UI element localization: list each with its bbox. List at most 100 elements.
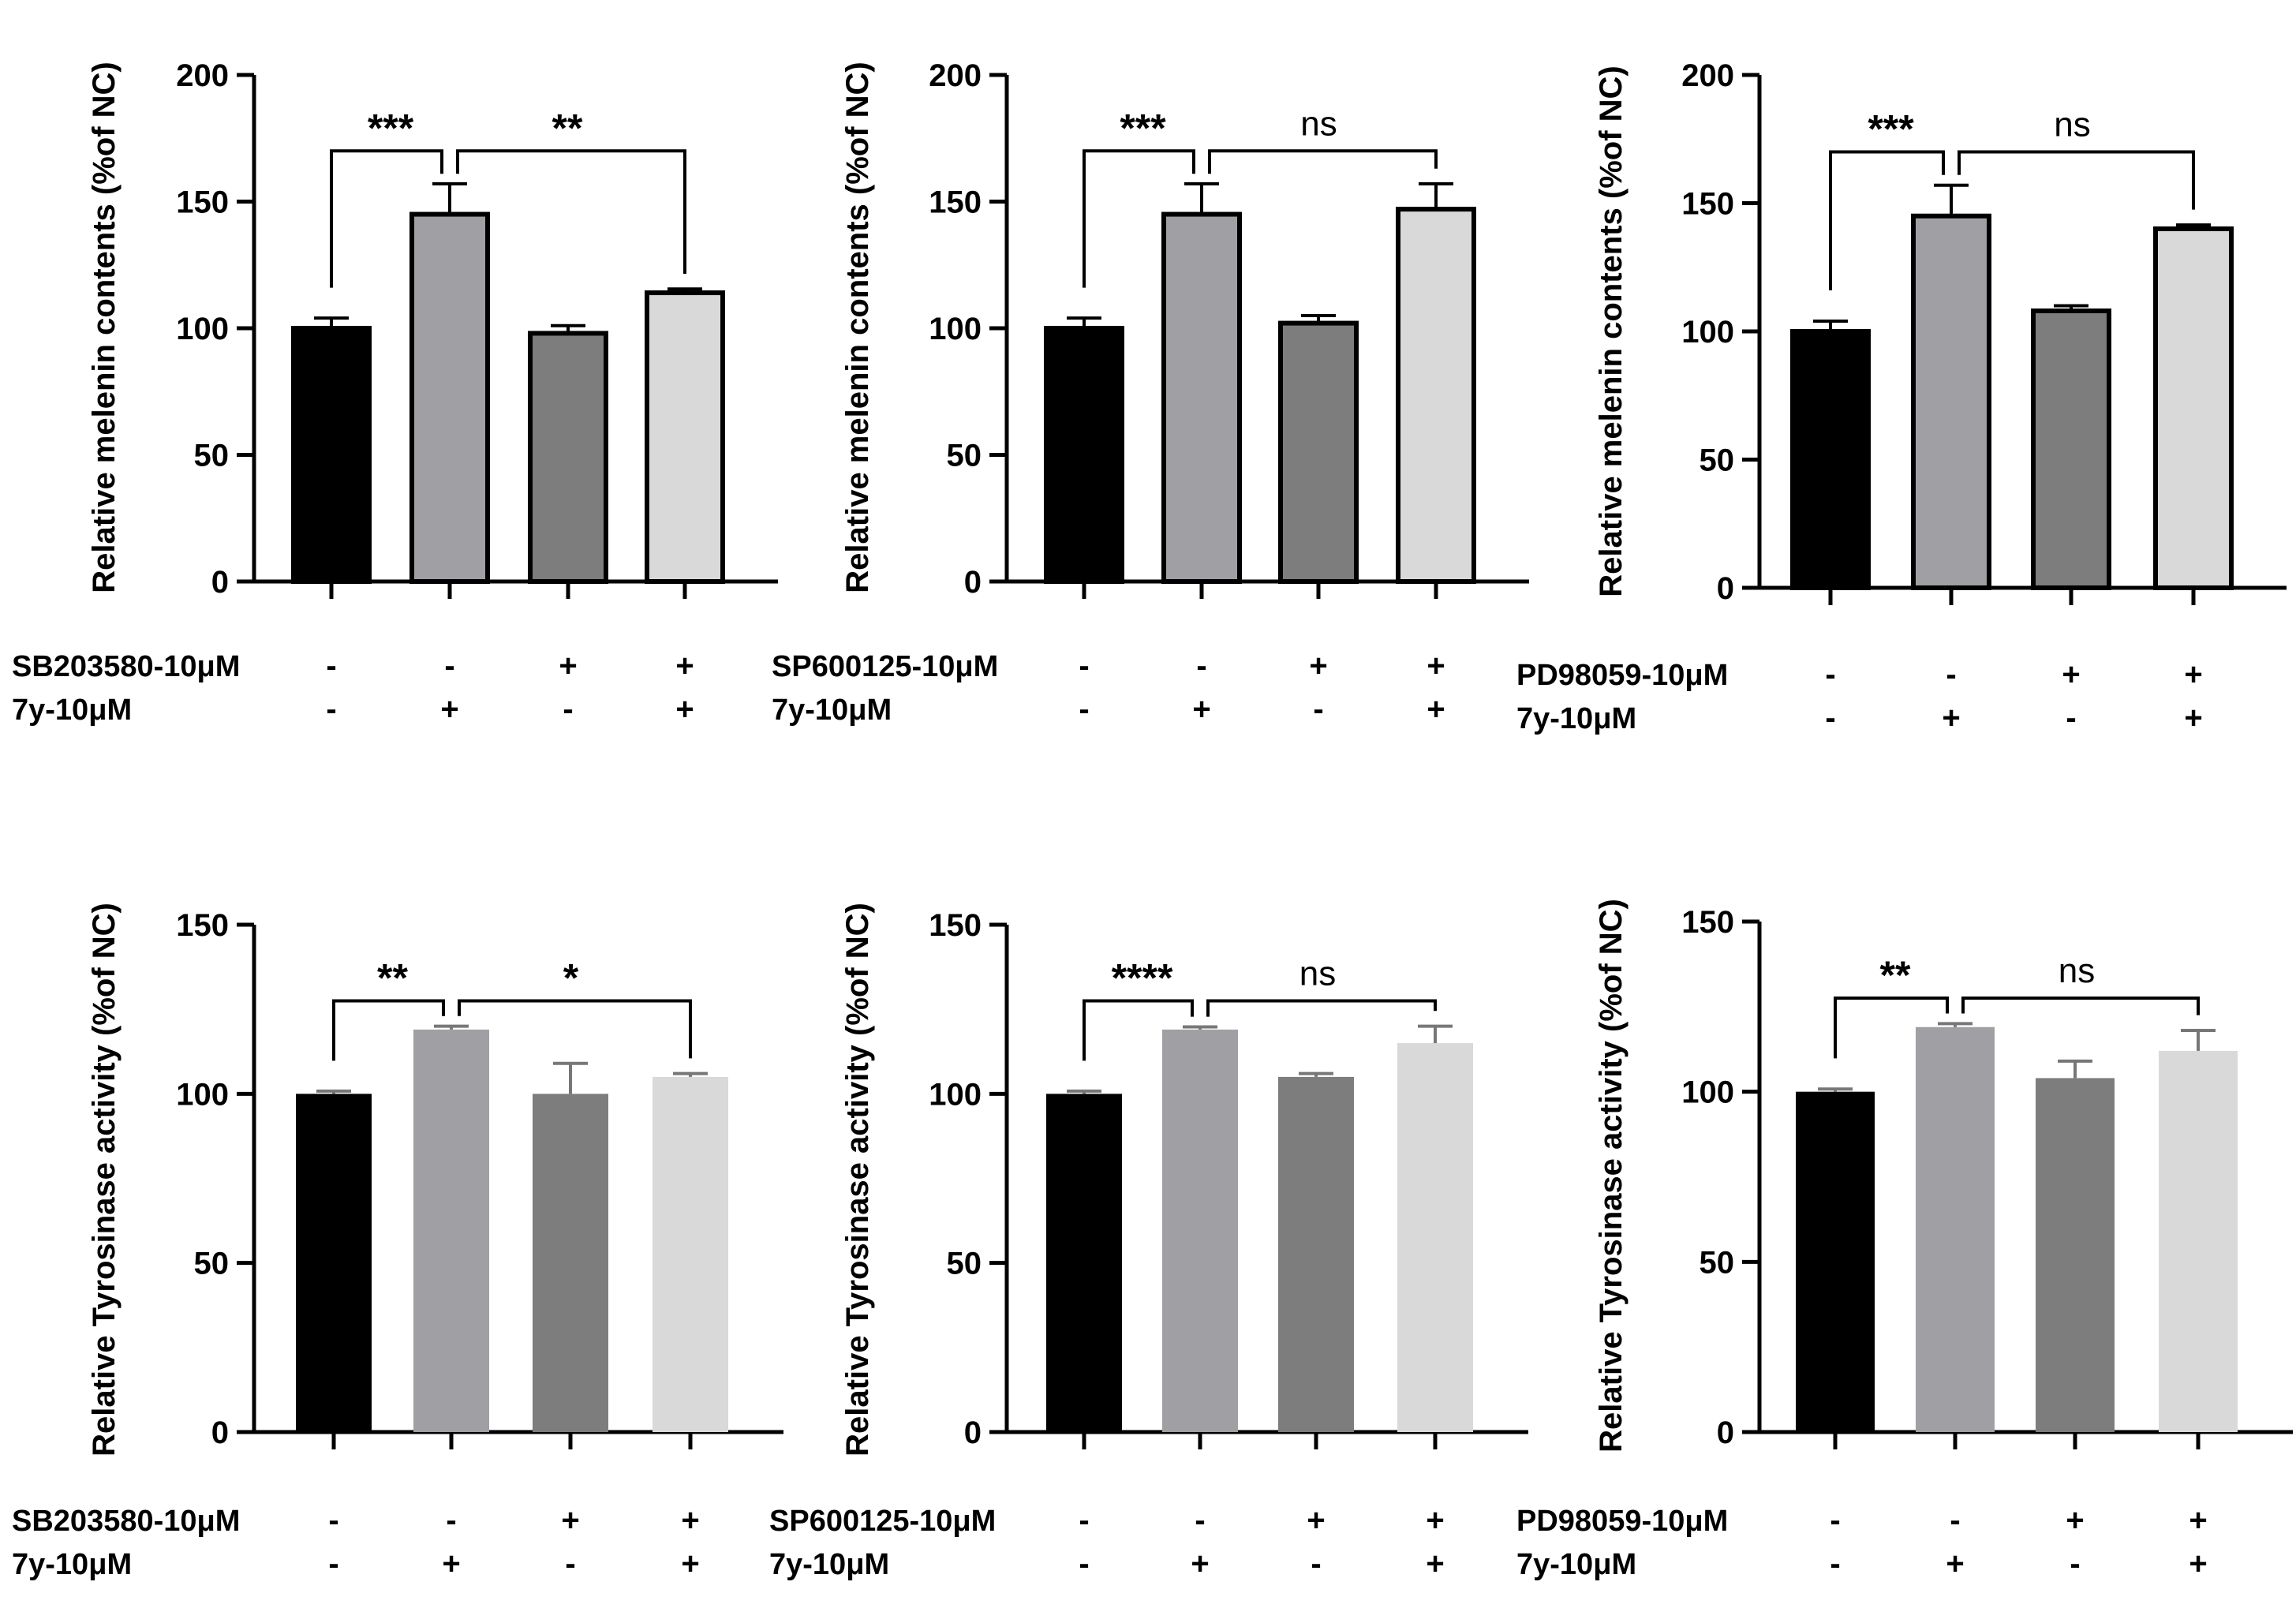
- sig-label-left: **: [377, 955, 408, 1000]
- bar-2: [1911, 213, 1991, 590]
- y-tick-label: 50: [1700, 1245, 1735, 1280]
- inhibitor-sign: +: [681, 1503, 699, 1538]
- y-tick-label: 0: [1717, 571, 1734, 606]
- inhibitor-sign: +: [1307, 1503, 1325, 1538]
- bar-4: [2159, 1050, 2238, 1432]
- inhibitor-sign: +: [1426, 1503, 1444, 1538]
- bar-1: [1046, 1094, 1122, 1432]
- bar-3: [1278, 320, 1359, 584]
- bar-3: [2036, 1078, 2115, 1432]
- inhibitor-sign: -: [444, 649, 454, 683]
- y-tick-label: 50: [947, 1247, 982, 1281]
- compound-sign: +: [442, 1546, 460, 1581]
- inhibitor-sign: -: [446, 1503, 456, 1538]
- inhibitor-sign: +: [2189, 1503, 2207, 1538]
- y-axis-label: Relative Tyrosinase activity (%of NC): [840, 903, 875, 1457]
- sig-bracket-right: [1961, 997, 2200, 1015]
- y-tick-label: 100: [176, 1077, 229, 1112]
- inhibitor-sign: +: [2066, 1503, 2084, 1538]
- bar-4: [653, 1076, 728, 1432]
- inhibitor-sign: -: [1195, 1503, 1205, 1538]
- bar-2: [1161, 211, 1242, 584]
- sig-label-right: **: [552, 106, 583, 150]
- bar-1: [296, 1094, 372, 1432]
- sig-label-left: ****: [1112, 955, 1173, 1000]
- y-tick-label: 0: [211, 565, 229, 600]
- bar-1: [1790, 329, 1871, 590]
- compound-sign: +: [1427, 692, 1445, 727]
- inhibitor-label: SB203580-10μM: [12, 650, 240, 683]
- bar-1: [1796, 1091, 1875, 1432]
- compound-sign: +: [675, 692, 694, 727]
- y-tick-label: 100: [176, 312, 229, 346]
- bar-3: [2031, 309, 2111, 590]
- bar-3: [533, 1094, 608, 1432]
- compound-label: 7y-10μM: [1516, 702, 1636, 735]
- inhibitor-sign: -: [1079, 1503, 1089, 1538]
- y-tick-label: 50: [1700, 443, 1735, 478]
- compound-sign: -: [1313, 692, 1323, 727]
- compound-sign: -: [563, 692, 573, 727]
- bar-3: [528, 331, 608, 584]
- sig-bracket-right: [1206, 999, 1437, 1017]
- bar-1: [291, 326, 372, 584]
- inhibitor-sign: +: [1309, 649, 1327, 683]
- y-tick-label: 200: [929, 58, 982, 93]
- sig-bracket-left: [1834, 997, 1949, 1059]
- inhibitor-sign: -: [1079, 649, 1089, 683]
- compound-sign: +: [2184, 701, 2202, 735]
- inhibitor-label: PD98059-10μM: [1516, 1505, 1728, 1538]
- y-axis-label: Relative Tyrosinase activity (%of NC): [1594, 899, 1629, 1453]
- inhibitor-sign: -: [1946, 657, 1956, 692]
- y-axis-label: Relative melenin contents (%of NC): [87, 62, 122, 593]
- sig-label-right: ns: [1300, 104, 1337, 143]
- compound-sign: -: [1079, 1546, 1089, 1581]
- inhibitor-sign: -: [1825, 657, 1835, 692]
- compound-sign: +: [1946, 1546, 1964, 1581]
- compound-sign: +: [681, 1546, 699, 1581]
- y-tick-label: 0: [964, 565, 982, 600]
- sig-bracket-right: [1208, 149, 1438, 174]
- y-tick-label: 50: [194, 1247, 230, 1281]
- compound-sign: +: [1192, 692, 1210, 727]
- sig-bracket-left: [330, 149, 443, 288]
- bar-4: [1397, 1043, 1473, 1432]
- sig-bracket-left: [1829, 150, 1945, 290]
- compound-label: 7y-10μM: [12, 1548, 132, 1581]
- sig-label-right: ns: [2054, 106, 2090, 144]
- inhibitor-sign: -: [1950, 1503, 1960, 1538]
- inhibitor-label: SP600125-10μM: [769, 1505, 996, 1538]
- compound-sign: -: [328, 1546, 338, 1581]
- y-tick-label: 100: [929, 1077, 982, 1112]
- y-tick-label: 100: [1681, 315, 1734, 350]
- compound-sign: -: [565, 1546, 575, 1581]
- y-tick-label: 150: [176, 185, 229, 220]
- y-tick-label: 50: [194, 439, 230, 473]
- inhibitor-sign: +: [559, 649, 577, 683]
- compound-label: 7y-10μM: [769, 1548, 889, 1581]
- y-tick-label: 100: [1681, 1075, 1734, 1110]
- bar-2: [413, 1029, 489, 1432]
- inhibitor-sign: -: [1196, 649, 1206, 683]
- bar-1: [1044, 326, 1124, 584]
- inhibitor-sign: -: [1830, 1503, 1840, 1538]
- sig-label-left: ***: [1868, 107, 1914, 151]
- inhibitor-sign: +: [675, 649, 694, 683]
- sig-bracket-left: [1083, 149, 1195, 288]
- y-tick-label: 150: [929, 908, 982, 943]
- compound-label: 7y-10μM: [12, 694, 132, 727]
- compound-sign: +: [1942, 701, 1960, 735]
- y-axis-label: Relative melenin contents (%of NC): [840, 62, 875, 593]
- inhibitor-label: SB203580-10μM: [12, 1505, 240, 1538]
- y-tick-label: 0: [211, 1415, 229, 1450]
- y-tick-label: 150: [1681, 187, 1734, 222]
- sig-bracket-right: [456, 149, 686, 274]
- y-axis-label: Relative melenin contents (%of NC): [1594, 65, 1629, 596]
- y-tick-label: 150: [929, 185, 982, 220]
- chart-panel-3: 0 50 100 150 200 Relative melenin contents (%…: [1516, 58, 2287, 735]
- bar-4: [645, 290, 725, 584]
- inhibitor-label: PD98059-10μM: [1516, 659, 1728, 692]
- compound-sign: -: [1830, 1546, 1840, 1581]
- y-tick-label: 150: [1681, 905, 1734, 940]
